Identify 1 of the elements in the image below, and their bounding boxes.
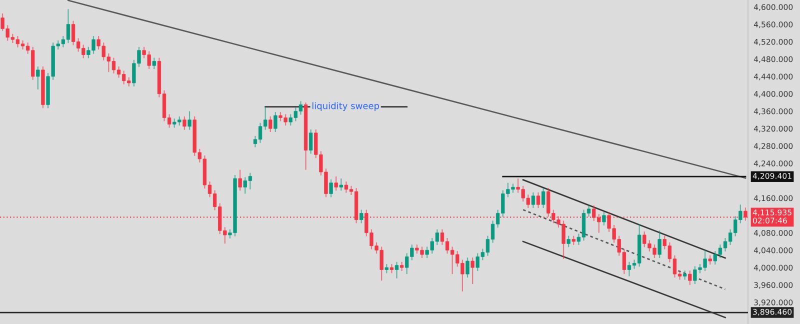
- annotation: liquidity sweep: [312, 102, 380, 111]
